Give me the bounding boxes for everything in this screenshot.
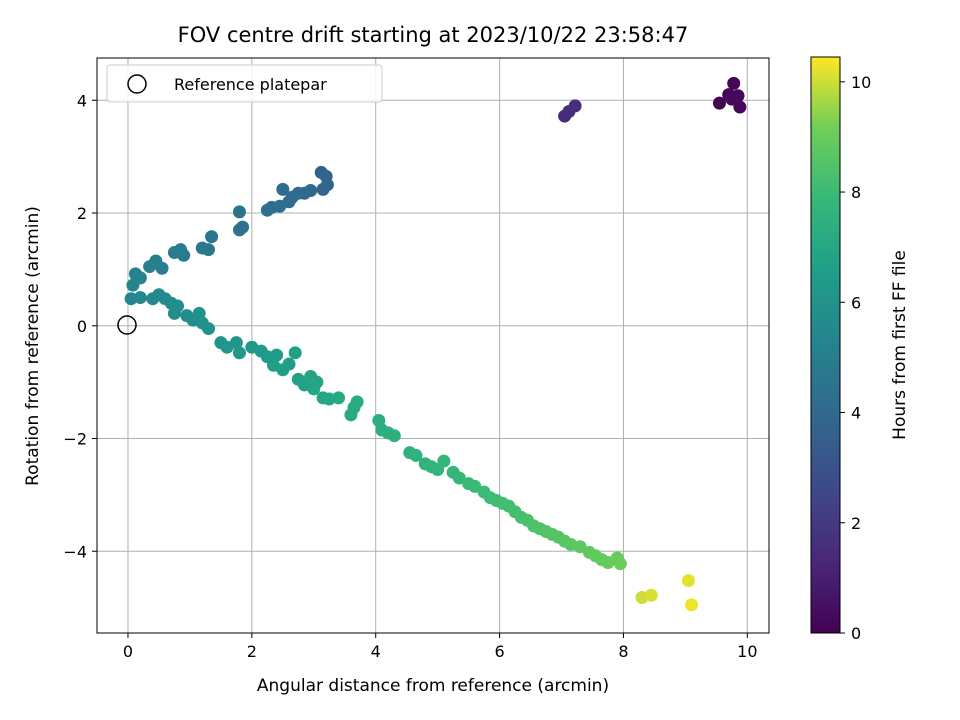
data-point: [167, 306, 181, 320]
data-point: [350, 395, 364, 409]
data-point: [332, 391, 346, 405]
data-point: [126, 278, 140, 292]
data-point: [128, 267, 142, 281]
data-point: [133, 291, 147, 305]
data-point: [725, 92, 739, 106]
x-tick-label: 6: [494, 642, 504, 661]
colorbar-tick-label: 4: [851, 404, 861, 423]
data-point: [387, 429, 401, 443]
y-tick-label: −2: [63, 430, 87, 449]
y-tick-label: 2: [77, 204, 87, 223]
legend-marker-reference: [127, 74, 147, 94]
data-point: [681, 574, 695, 588]
reference-platepar-marker: [117, 315, 137, 335]
data-points: [124, 76, 747, 612]
data-point: [201, 322, 215, 336]
colorbar-label: Hours from first FF file: [890, 250, 910, 440]
y-tick-label: −4: [63, 542, 87, 561]
data-point: [229, 336, 243, 350]
x-tick-label: 10: [737, 642, 757, 661]
data-point: [232, 346, 246, 360]
data-point: [733, 100, 747, 114]
data-point: [195, 241, 209, 255]
data-point: [409, 448, 423, 462]
chart-title: FOV centre drift starting at 2023/10/22 …: [178, 23, 689, 47]
data-point: [167, 245, 181, 259]
data-point: [205, 230, 219, 244]
x-tick-label: 8: [618, 642, 628, 661]
data-point: [727, 76, 741, 90]
data-point: [282, 357, 296, 371]
y-tick-label: 4: [77, 91, 87, 110]
colorbar-tick-label: 2: [851, 514, 861, 533]
grid-lines: [97, 58, 769, 633]
y-tick-label: 0: [77, 317, 87, 336]
colorbar-ticks: 0 2 4 6 8 10: [840, 73, 871, 643]
y-axis-label: Rotation from reference (arcmin): [23, 206, 43, 486]
data-point: [316, 182, 330, 196]
data-point: [307, 382, 321, 396]
data-point: [712, 96, 726, 110]
x-tick-label: 2: [247, 642, 257, 661]
x-tick-label: 0: [123, 642, 133, 661]
data-point: [288, 346, 302, 360]
colorbar-tick-label: 6: [851, 293, 861, 312]
data-point: [232, 223, 246, 237]
colorbar-tick-label: 0: [851, 624, 861, 643]
y-axis-ticks: −4 −2 0 2 4: [63, 91, 97, 561]
legend-label-reference: Reference platepar: [174, 75, 327, 94]
data-point: [568, 99, 582, 113]
data-point: [143, 260, 157, 274]
data-point: [270, 348, 284, 362]
data-point: [285, 190, 299, 204]
colorbar-tick-label: 8: [851, 183, 861, 202]
data-point: [644, 588, 658, 602]
data-point: [437, 454, 451, 468]
plot-frame: [96, 57, 770, 634]
colorbar-tick-label: 10: [851, 73, 871, 92]
data-point: [685, 598, 699, 612]
data-point: [613, 557, 627, 571]
data-point: [260, 203, 274, 217]
legend: Reference platepar: [106, 64, 383, 103]
data-point: [232, 205, 246, 219]
legend-box: [106, 64, 383, 103]
data-point: [276, 182, 290, 196]
x-axis-ticks: 0 2 4 6 8 10: [123, 633, 758, 661]
x-axis-label: Angular distance from reference (arcmin): [257, 676, 609, 696]
colorbar: [810, 56, 841, 634]
x-tick-label: 4: [371, 642, 381, 661]
